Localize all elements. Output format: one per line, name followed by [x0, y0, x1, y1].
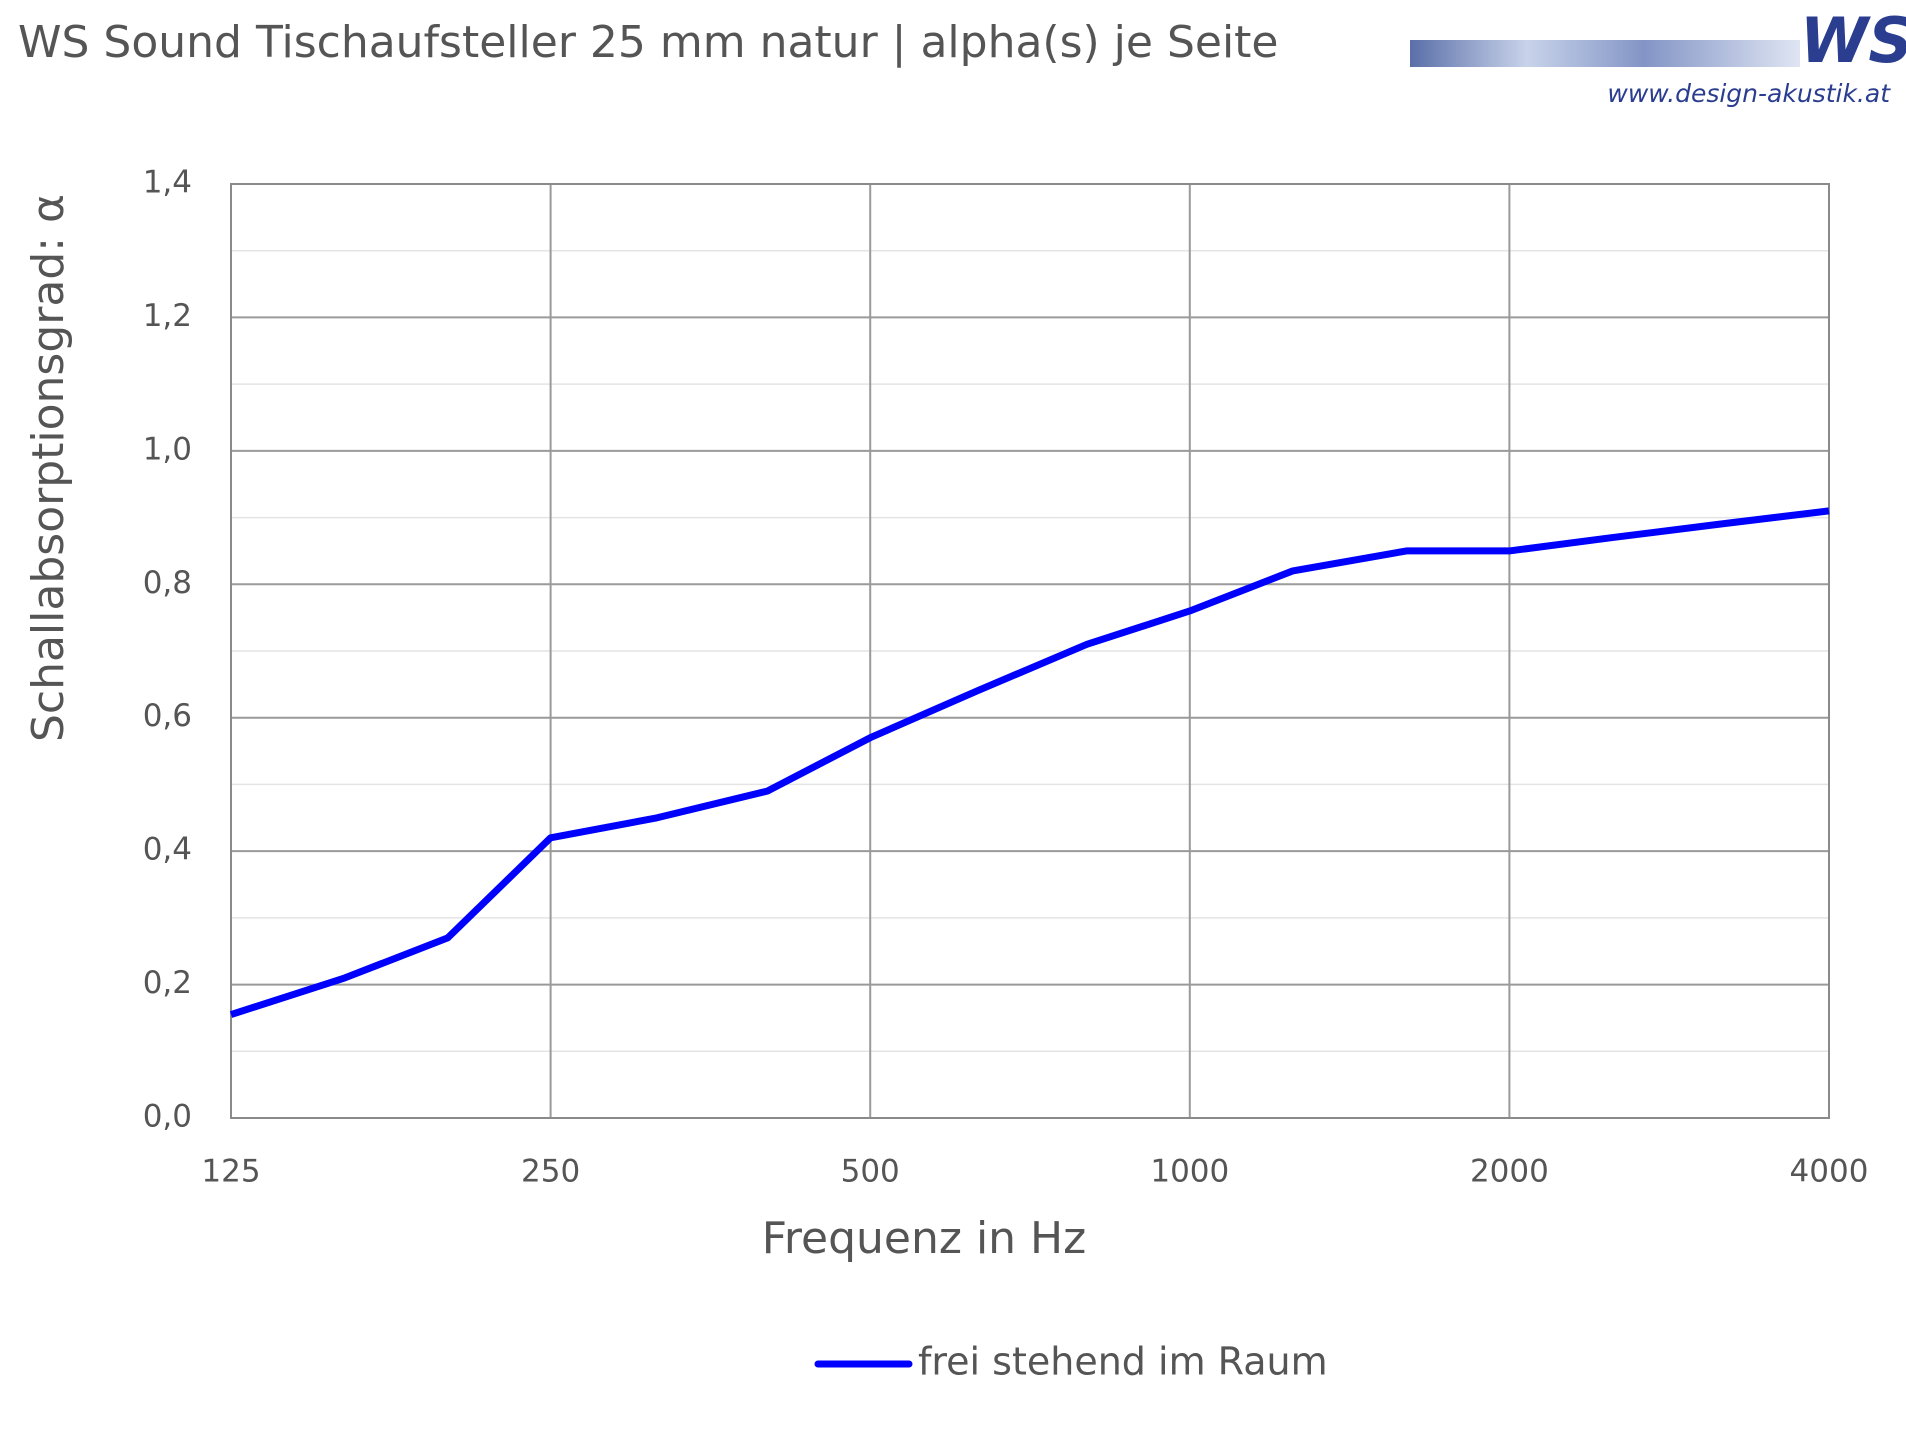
- x-tick-label: 4000: [1790, 1154, 1869, 1190]
- y-tick-label: 1,4: [143, 165, 192, 201]
- y-tick-label: 0,2: [143, 965, 192, 1001]
- y-axis-title: Schallabsorptionsgrad: α: [23, 194, 74, 742]
- logo-band: [1410, 40, 1800, 67]
- y-tick-label: 0,4: [143, 832, 192, 868]
- logo-url: www.design-akustik.at: [1607, 79, 1891, 108]
- x-tick-label: 250: [521, 1154, 580, 1190]
- plot-border: [230, 183, 1830, 1119]
- y-tick-label: 1,0: [143, 431, 192, 467]
- y-tick-label: 0,6: [143, 698, 192, 734]
- x-axis-title: Frequenz in Hz: [762, 1213, 1086, 1264]
- x-tick-label: 2000: [1470, 1154, 1549, 1190]
- legend-label: frei stehend im Raum: [918, 1340, 1328, 1384]
- chart-title: WS Sound Tischaufsteller 25 mm natur | a…: [18, 17, 1279, 68]
- y-tick-label: 1,2: [143, 298, 192, 334]
- y-tick-label: 0,0: [143, 1099, 192, 1135]
- x-tick-label: 1000: [1150, 1154, 1229, 1190]
- x-tick-label: 500: [841, 1154, 900, 1190]
- series-line: [229, 507, 1830, 1018]
- logo-text: WS: [1800, 4, 1906, 77]
- y-tick-label: 0,8: [143, 565, 192, 601]
- x-tick-label: 125: [201, 1154, 260, 1190]
